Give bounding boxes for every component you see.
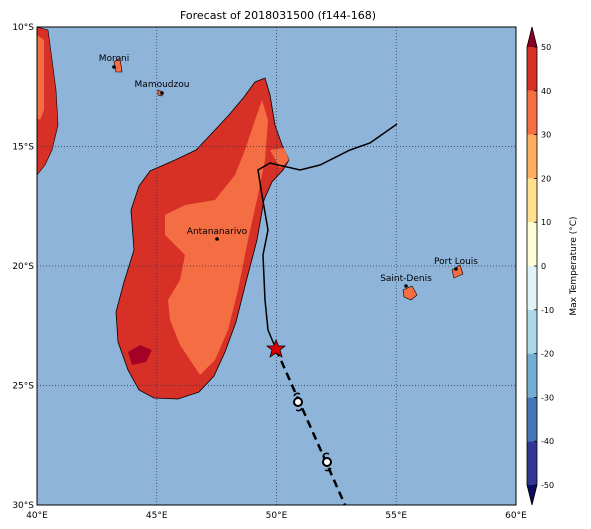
colorbar-segment (527, 441, 537, 485)
colorbar-segment (527, 266, 537, 310)
colorbar-tick-label: 30 (541, 131, 551, 140)
map-frame (36, 26, 517, 506)
colorbar-tick-label: 0 (541, 262, 546, 271)
storm-position (265, 338, 287, 358)
title: Forecast of 2018031500 (f144-168) (180, 9, 376, 22)
city-marker (454, 267, 458, 271)
city-label: Moroni (99, 54, 130, 64)
city-marker (160, 91, 164, 95)
x-tick-label: 45°E (146, 511, 168, 521)
island (113, 57, 123, 73)
madagascar-hot (128, 345, 152, 365)
madagascar-warm (270, 148, 289, 168)
colorbar-segment (527, 90, 537, 135)
x-tick-label: 50°E (266, 511, 288, 521)
y-tick-label: 15°S (12, 143, 34, 153)
colorbar-tick-label: -20 (541, 350, 554, 359)
city-marker (215, 237, 219, 241)
colorbar-tick-label: 20 (541, 174, 551, 183)
colorbar-label: Max Temperature (°C) (569, 216, 579, 315)
storm-symbol (293, 392, 303, 412)
colorbar-tick-label: 10 (541, 218, 551, 227)
city-label: Antananarivo (187, 227, 248, 237)
city-marker (112, 65, 116, 69)
colorbar-segment (527, 134, 537, 179)
x-tick-label: 60°E (505, 511, 527, 521)
colorbar-tick-label: -10 (541, 306, 554, 315)
island (451, 264, 464, 279)
colorbar-segment (527, 309, 537, 354)
colorbar-segment (527, 222, 537, 266)
colorbar-tick-label: 50 (541, 43, 551, 52)
storm-forecast-track (274, 348, 347, 506)
x-tick-label: 55°E (385, 511, 407, 521)
colorbar-segment (527, 47, 537, 91)
colorbar-tick-label: -30 (541, 393, 554, 402)
y-tick-label: 10°S (12, 23, 34, 33)
city-marker (404, 284, 408, 288)
y-tick-label: 25°S (12, 382, 34, 392)
mainland-warm (37, 35, 44, 120)
colorbar-segment (527, 353, 537, 398)
colorbar-segment (527, 178, 537, 223)
y-tick-label: 30°S (12, 501, 34, 511)
city-label: Mamoudzou (135, 80, 190, 90)
x-tick-label: 40°E (26, 511, 48, 521)
storm-symbol (322, 452, 332, 472)
colorbar-tick-label: 40 (541, 87, 551, 96)
city-label: Port Louis (434, 257, 478, 267)
y-tick-label: 20°S (12, 262, 34, 272)
colorbar-extension (527, 485, 537, 505)
colorbar-extension (527, 27, 537, 47)
colorbar-tick-label: -40 (541, 437, 554, 446)
city-label: Saint-Denis (380, 274, 432, 284)
island (402, 285, 418, 301)
colorbar-tick-label: -50 (541, 481, 554, 490)
colorbar-segment (527, 397, 537, 442)
storm-track (257, 123, 398, 350)
